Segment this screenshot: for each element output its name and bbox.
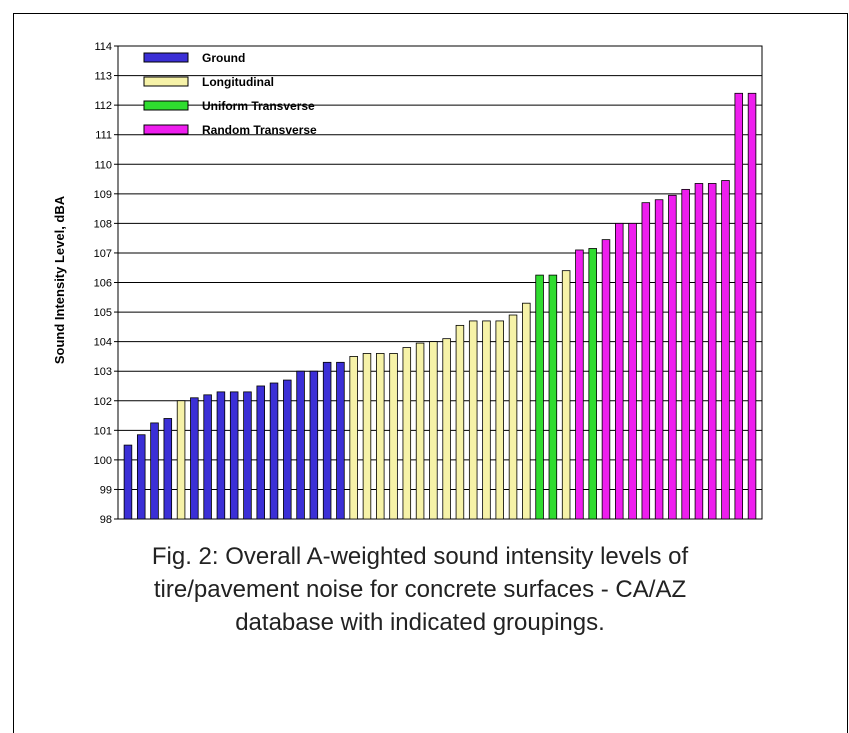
bar-longitudinal — [468, 320, 478, 520]
bar-longitudinal — [508, 314, 518, 520]
bar-longitudinal — [495, 320, 504, 520]
bar-uniform-transverse — [588, 248, 597, 520]
bar-random-transverse — [721, 180, 730, 520]
bar-longitudinal — [522, 302, 531, 520]
bar-random-transverse — [575, 249, 584, 520]
legend-label: Longitudinal — [202, 75, 274, 89]
bar-longitudinal — [389, 353, 398, 520]
bar-longitudinal — [455, 324, 465, 520]
bar-uniform-transverse — [535, 274, 544, 520]
y-tick-label: 114 — [94, 41, 112, 53]
bar-ground — [336, 361, 345, 520]
bar-random-transverse — [707, 183, 717, 520]
bar-ground — [256, 385, 265, 520]
y-tick-label: 113 — [94, 71, 112, 83]
y-tick-label: 111 — [95, 130, 112, 142]
y-tick-label: 107 — [94, 248, 112, 260]
bar-longitudinal — [349, 356, 358, 520]
legend-label: Random Transverse — [202, 123, 317, 137]
y-tick-label: 106 — [94, 278, 112, 290]
bar-random-transverse — [641, 202, 651, 520]
bar-ground — [163, 418, 173, 520]
y-tick-label: 108 — [94, 218, 112, 230]
bar-ground — [269, 382, 279, 520]
legend-label: Ground — [202, 51, 245, 65]
legend-swatch — [143, 76, 189, 87]
bar-ground — [150, 422, 159, 520]
bar-longitudinal — [402, 347, 412, 520]
y-axis: 98 99 100 101 102 103 104 105 106 107 108 109 110 111… — [94, 41, 118, 526]
y-tick-label: 110 — [94, 159, 112, 171]
bar-longitudinal — [415, 342, 425, 520]
y-axis-label: Sound Intensity Level, dBA — [52, 195, 67, 364]
bar-random-transverse — [747, 92, 757, 520]
bar-ground — [123, 444, 133, 520]
bar-ground — [283, 379, 292, 520]
bar-ground — [190, 397, 199, 520]
bar-random-transverse — [668, 194, 677, 520]
bar-random-transverse — [694, 183, 704, 520]
y-tick-label: 99 — [100, 484, 112, 496]
y-tick-label: 98 — [100, 514, 112, 526]
legend: Ground Longitudinal Uniform Transverse Rand… — [143, 51, 317, 137]
legend-label: Uniform Transverse — [202, 99, 315, 113]
bar-random-transverse — [615, 222, 624, 520]
bar-random-transverse — [628, 222, 637, 520]
legend-swatch — [143, 124, 189, 135]
bar-random-transverse — [654, 199, 664, 520]
y-tick-label: 105 — [94, 307, 112, 319]
figure-caption: Fig. 2: Overall A-weighted sound intensi… — [151, 543, 689, 636]
bar-longitudinal — [482, 320, 491, 520]
gridlines — [117, 45, 763, 520]
figure-frame — [13, 13, 848, 733]
y-tick-label: 101 — [94, 425, 112, 437]
y-tick-label: 112 — [94, 100, 112, 112]
bar-ground — [136, 434, 146, 520]
y-tick-label: 109 — [94, 189, 112, 201]
legend-swatch — [143, 100, 189, 111]
bar-ground — [203, 394, 212, 520]
y-tick-label: 100 — [94, 455, 112, 467]
bar-ground — [322, 361, 332, 520]
bar-ground — [243, 391, 252, 520]
bar-longitudinal — [375, 353, 385, 520]
bar-random-transverse — [734, 92, 744, 520]
bar-uniform-transverse — [548, 274, 558, 520]
bar-longitudinal — [442, 338, 451, 520]
bar-ground — [216, 391, 226, 520]
y-tick-label: 102 — [94, 396, 112, 408]
legend-swatch — [143, 52, 189, 63]
bars — [123, 92, 757, 520]
bar-chart: 98 99 100 101 102 103 104 105 106 107 108 109 110 111… — [52, 41, 763, 526]
bar-ground — [309, 370, 319, 520]
bar-ground — [229, 391, 239, 520]
y-tick-label: 104 — [94, 337, 112, 349]
bar-longitudinal — [176, 400, 186, 520]
bar-longitudinal — [429, 341, 438, 520]
bar-longitudinal — [561, 270, 571, 520]
y-tick-label: 103 — [94, 366, 112, 378]
bar-longitudinal — [362, 353, 372, 520]
bar-random-transverse — [681, 188, 690, 520]
bar-ground — [296, 370, 305, 520]
bar-random-transverse — [601, 239, 611, 520]
